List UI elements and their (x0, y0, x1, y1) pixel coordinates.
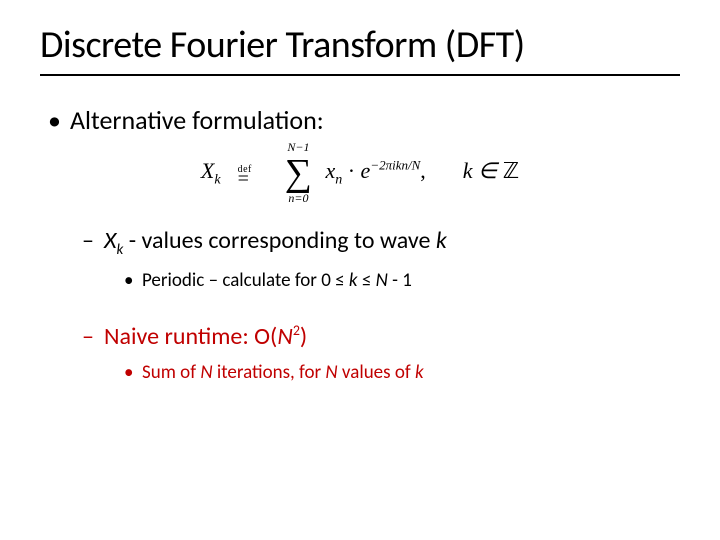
bullet-sum-iterations: •Sum of N iterations, for N values of k (124, 361, 680, 384)
Xk-X: X (104, 226, 116, 255)
bullet-naive-runtime: –Naive runtime: O(N2) (82, 322, 680, 351)
equals-icon: = (238, 168, 249, 191)
formula-X: X (201, 158, 214, 183)
slide: Discrete Fourier Transform (DFT) •Altern… (0, 0, 720, 540)
sum-N1: N (200, 361, 212, 384)
bullet-dot-icon: • (124, 269, 142, 292)
summation: N−1 ∑ n=0 (285, 154, 312, 192)
Xk-k2: k (436, 226, 447, 255)
Xk-rest: - values corresponding to wave (123, 226, 436, 255)
sigma-icon: ∑ (285, 152, 312, 194)
dash-icon: – (82, 226, 104, 255)
naive-exp: 2 (293, 322, 300, 339)
formula-Z: ℤ (503, 158, 519, 183)
formula-exponent: −2πikn/N (370, 158, 420, 173)
sum-N2: N (325, 361, 337, 384)
sum-values: values of (338, 361, 415, 384)
sum-upper: N−1 (287, 140, 309, 155)
cdot-icon: · (342, 158, 360, 183)
formula-xn: xn (325, 158, 342, 183)
periodic-N: N (376, 269, 388, 292)
formula-X-sub-k: k (214, 172, 220, 187)
dash-icon: – (82, 322, 104, 351)
bullet-periodic: •Periodic – calculate for 0 ≤ k ≤ N - 1 (124, 269, 680, 292)
naive-suffix: ) (300, 322, 307, 351)
periodic-prefix: Periodic – calculate for 0 ≤ (142, 269, 349, 292)
formula-e: e (361, 158, 371, 183)
sum-mid: iterations, for (213, 361, 326, 384)
naive-N: N (277, 322, 292, 351)
title-underline: Discrete Fourier Transform (DFT) (40, 22, 680, 76)
bullet-dot-icon: • (124, 361, 142, 384)
formula-comma: , (420, 158, 426, 183)
bullet-alt-formulation-text: Alternative formulation: (70, 104, 324, 136)
bullet-dot-icon: • (48, 104, 70, 136)
slide-title: Discrete Fourier Transform (DFT) (40, 22, 680, 68)
periodic-mid: ≤ (358, 269, 376, 292)
naive-prefix: Naive runtime: O( (104, 322, 277, 351)
sum-lower: n=0 (288, 191, 308, 206)
periodic-suffix: - 1 (388, 269, 412, 292)
sum-k: k (415, 361, 424, 384)
dft-formula: Xk def = N−1 ∑ n=0 xn · e−2πikn/N, k ∈ ℤ (40, 154, 680, 192)
periodic-k: k (349, 269, 358, 292)
bullet-alt-formulation: •Alternative formulation: (48, 104, 680, 136)
sum-prefix: Sum of (142, 361, 200, 384)
bullet-Xk-values: –Xk - values corresponding to wave k (82, 226, 680, 259)
formula-k-in: k ∈ (463, 158, 503, 183)
